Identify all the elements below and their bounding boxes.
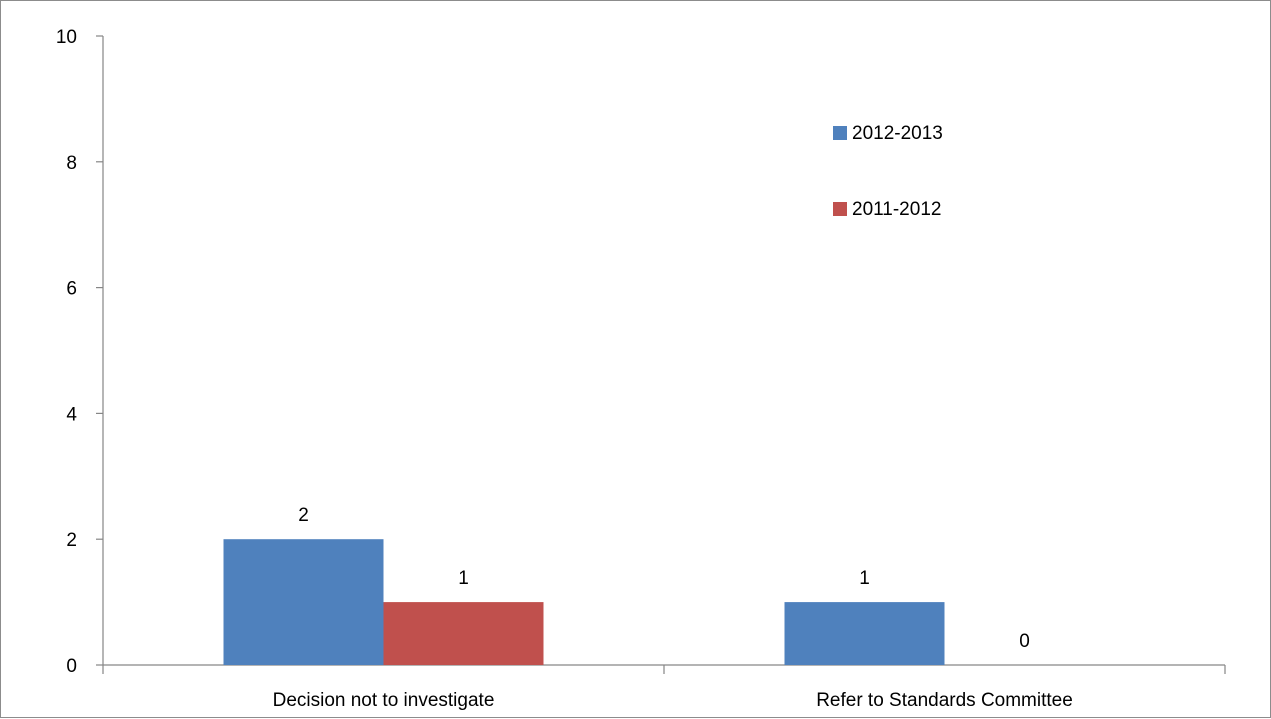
y-tick-label: 6 bbox=[66, 279, 77, 300]
data-label: 0 bbox=[1019, 631, 1030, 652]
data-label: 1 bbox=[859, 568, 870, 589]
y-tick-label: 2 bbox=[66, 530, 77, 551]
x-category-label: Decision not to investigate bbox=[273, 690, 495, 711]
data-label: 2 bbox=[298, 505, 309, 526]
y-tick-label: 8 bbox=[66, 153, 77, 174]
y-tick-label: 4 bbox=[66, 404, 77, 425]
y-tick-label: 10 bbox=[56, 27, 77, 48]
y-tick-label: 0 bbox=[66, 656, 77, 677]
legend-label: 2011-2012 bbox=[852, 199, 941, 220]
legend-swatch bbox=[833, 202, 847, 216]
bar bbox=[784, 602, 945, 665]
legend: 2012-2013 2011-2012 bbox=[833, 123, 943, 220]
legend-label: 2012-2013 bbox=[852, 123, 943, 144]
x-category-label: Refer to Standards Committee bbox=[816, 690, 1073, 711]
legend-swatch bbox=[833, 126, 847, 140]
bar bbox=[383, 602, 544, 665]
data-label: 1 bbox=[458, 568, 469, 589]
bars bbox=[223, 539, 945, 665]
data-labels: 2 1 1 0 bbox=[298, 505, 1030, 652]
bar bbox=[223, 539, 384, 665]
